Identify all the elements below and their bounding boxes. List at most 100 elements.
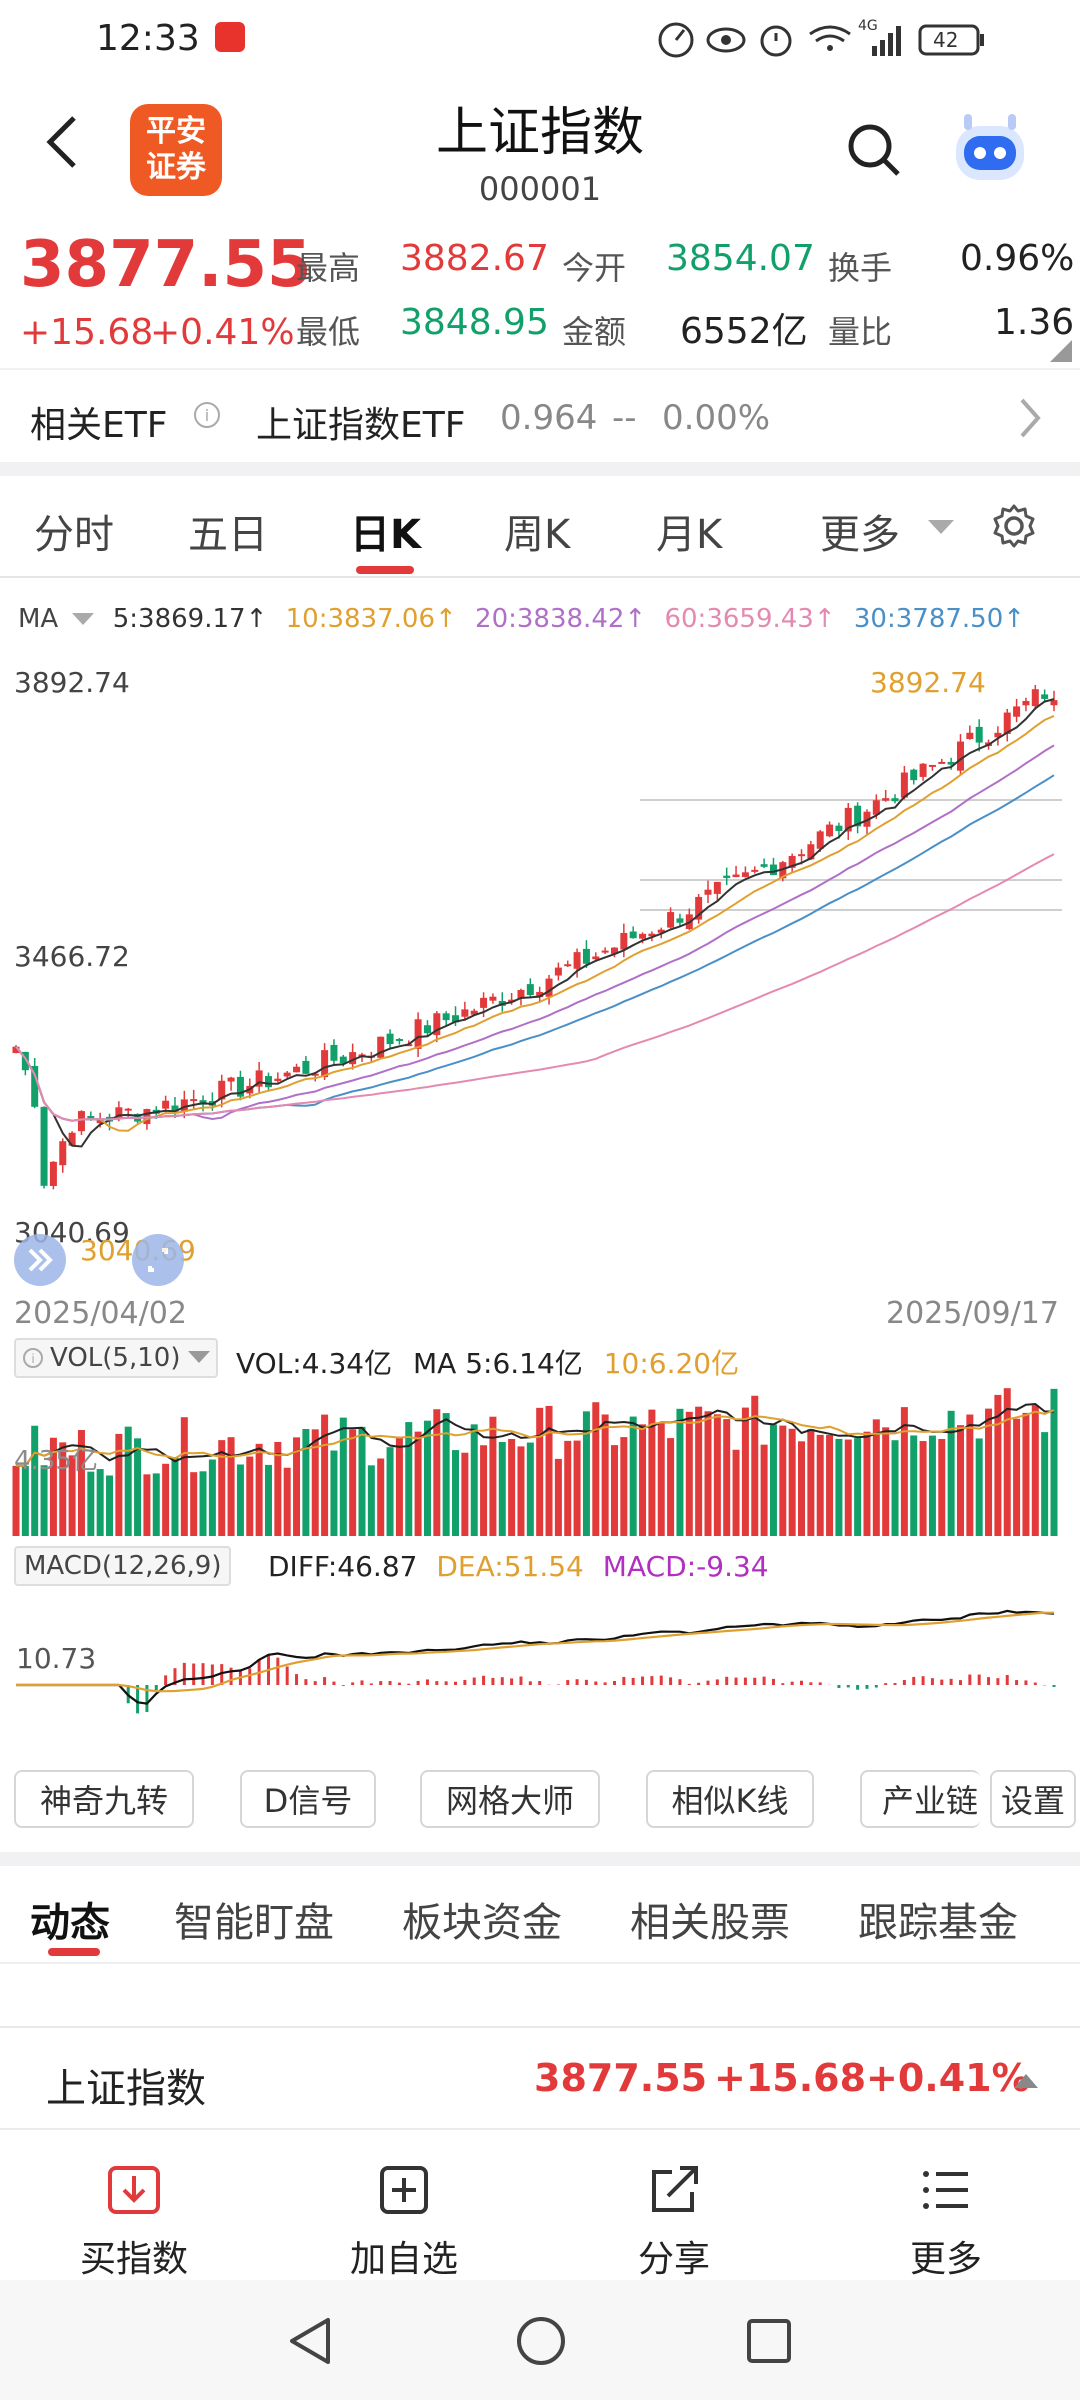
candle-body [59,1141,67,1166]
tab-monthly-k[interactable]: 月K [656,512,723,558]
candle-body [171,1105,179,1112]
volume-chart[interactable] [0,1380,1080,1540]
volume-bar [508,1438,516,1536]
footer-quote-bar[interactable]: 上证指数 3877.55 +15.68 +0.41% [0,2028,1080,2128]
volume-bar [601,1414,609,1536]
assistant-robot-button[interactable] [950,110,1030,194]
volume-bar [283,1467,291,1536]
system-back-icon[interactable] [284,2314,334,2368]
candle-body [536,991,544,998]
candle-body [293,1066,301,1073]
expand-corner-icon[interactable] [1050,340,1072,362]
candle-body [966,732,974,739]
tab-five-day[interactable]: 五日 [188,512,268,558]
volume-bar [779,1425,787,1536]
candle-body [49,1161,57,1186]
open-value: 3854.07 [666,238,815,279]
gear-icon[interactable] [990,502,1038,550]
candle-body [564,964,572,967]
turnover-label: 换手 [828,249,893,287]
ma10-line [15,714,1055,1132]
candle-body [582,948,590,964]
tool-magic-nine[interactable]: 神奇九转 [14,1770,194,1828]
nav-buy-index[interactable]: 买指数 [44,2160,224,2282]
footer-index-name: 上证指数 [46,2066,206,2112]
candle-body [816,831,824,849]
volume-bar [236,1464,244,1536]
tab-daily-k[interactable]: 日K [350,512,421,558]
volume-bar [87,1471,95,1536]
candle-body [554,967,562,976]
volume-bar [582,1411,590,1536]
macd-indicator-selector[interactable]: MACD(12,26,9) [14,1546,232,1586]
page-title: 上证指数 [435,103,644,163]
tab-news[interactable]: 动态 [30,1900,110,1946]
nav-more-label: 更多 [909,2239,982,2280]
volume-bar [358,1426,366,1536]
nav-share[interactable]: 分享 [584,2160,764,2282]
broker-logo: 平安 证券 [130,104,222,196]
tool-grid-master[interactable]: 网格大师 [420,1770,600,1828]
fullscreen-button[interactable] [132,1234,184,1286]
tool-d-signal[interactable]: D信号 [240,1770,376,1828]
volume-bar [788,1428,796,1536]
system-home-icon[interactable] [514,2314,568,2368]
expand-left-button[interactable] [14,1234,66,1286]
candle-body [68,1132,76,1146]
tab-smart-watch[interactable]: 智能盯盘 [174,1900,334,1946]
volume-bar [732,1449,740,1536]
etf-change-pct: 0.00% [662,398,771,438]
related-etf-row[interactable]: 相关ETF i 上证指数ETF 0.964 -- 0.00% [0,372,1080,462]
candle-body [302,1060,310,1074]
tab-related-stocks[interactable]: 相关股票 [630,1900,790,1946]
volume-bar [723,1419,731,1536]
candle-body [956,741,964,771]
tab-more[interactable]: 更多 [820,512,900,558]
candle-body [40,1106,48,1186]
vol-indicator-selector[interactable]: i VOL(5,10) [14,1338,219,1378]
ma10-value: 10:3837.06↑ [285,604,457,634]
volume-bar [367,1465,375,1536]
tool-industry-chain[interactable]: 产业链 [860,1770,980,1828]
volume-bar [106,1475,114,1536]
candle-body [339,1056,347,1064]
tab-weekly-k[interactable]: 周K [504,512,571,558]
tool-settings[interactable]: 设置 [990,1770,1076,1828]
amount-label: 金额 [562,313,627,351]
candle-body [526,984,534,996]
collapse-up-icon[interactable] [1014,2072,1038,2088]
back-arrow-icon [46,116,76,168]
ma5-line [15,698,1055,1148]
system-recents-icon[interactable] [744,2316,794,2366]
volume-bar [302,1428,310,1536]
macd-chart[interactable] [0,1590,1080,1750]
tab-sector-funds[interactable]: 板块资金 [402,1900,562,1946]
volume-bar [311,1429,319,1536]
more-list-icon [923,2171,968,2209]
volume-bar [695,1406,703,1536]
nav-more[interactable]: 更多 [856,2160,1036,2282]
ma-legend[interactable]: MA 5:3869.17↑ 10:3837.06↑ 20:3838.42↑ 60… [18,604,1025,634]
volume-bar [526,1442,534,1536]
candle-body [386,1033,394,1045]
nav-buy-index-label: 买指数 [79,2239,188,2280]
nav-add-watchlist[interactable]: 加自选 [314,2160,494,2282]
tab-intraday[interactable]: 分时 [34,512,114,558]
volume-bar [1041,1432,1049,1536]
volume-bar [713,1414,721,1536]
volume-bar [657,1423,665,1536]
tool-similar-kline[interactable]: 相似K线 [646,1770,814,1828]
info-icon[interactable]: i [192,400,222,430]
volume-bar [180,1417,188,1536]
kline-chart[interactable] [0,650,1080,1290]
tab-tracking-funds[interactable]: 跟踪基金 [858,1900,1018,1946]
candle-body [321,1050,329,1078]
volume-bar [704,1411,712,1536]
alarm-icon [760,25,792,57]
macd-dea: DEA:51.54 [436,1550,584,1583]
network-type: 4G [858,18,878,34]
candle-body [620,932,628,950]
search-button[interactable] [846,122,902,182]
candle-body [994,732,1002,738]
back-button[interactable] [40,112,80,176]
